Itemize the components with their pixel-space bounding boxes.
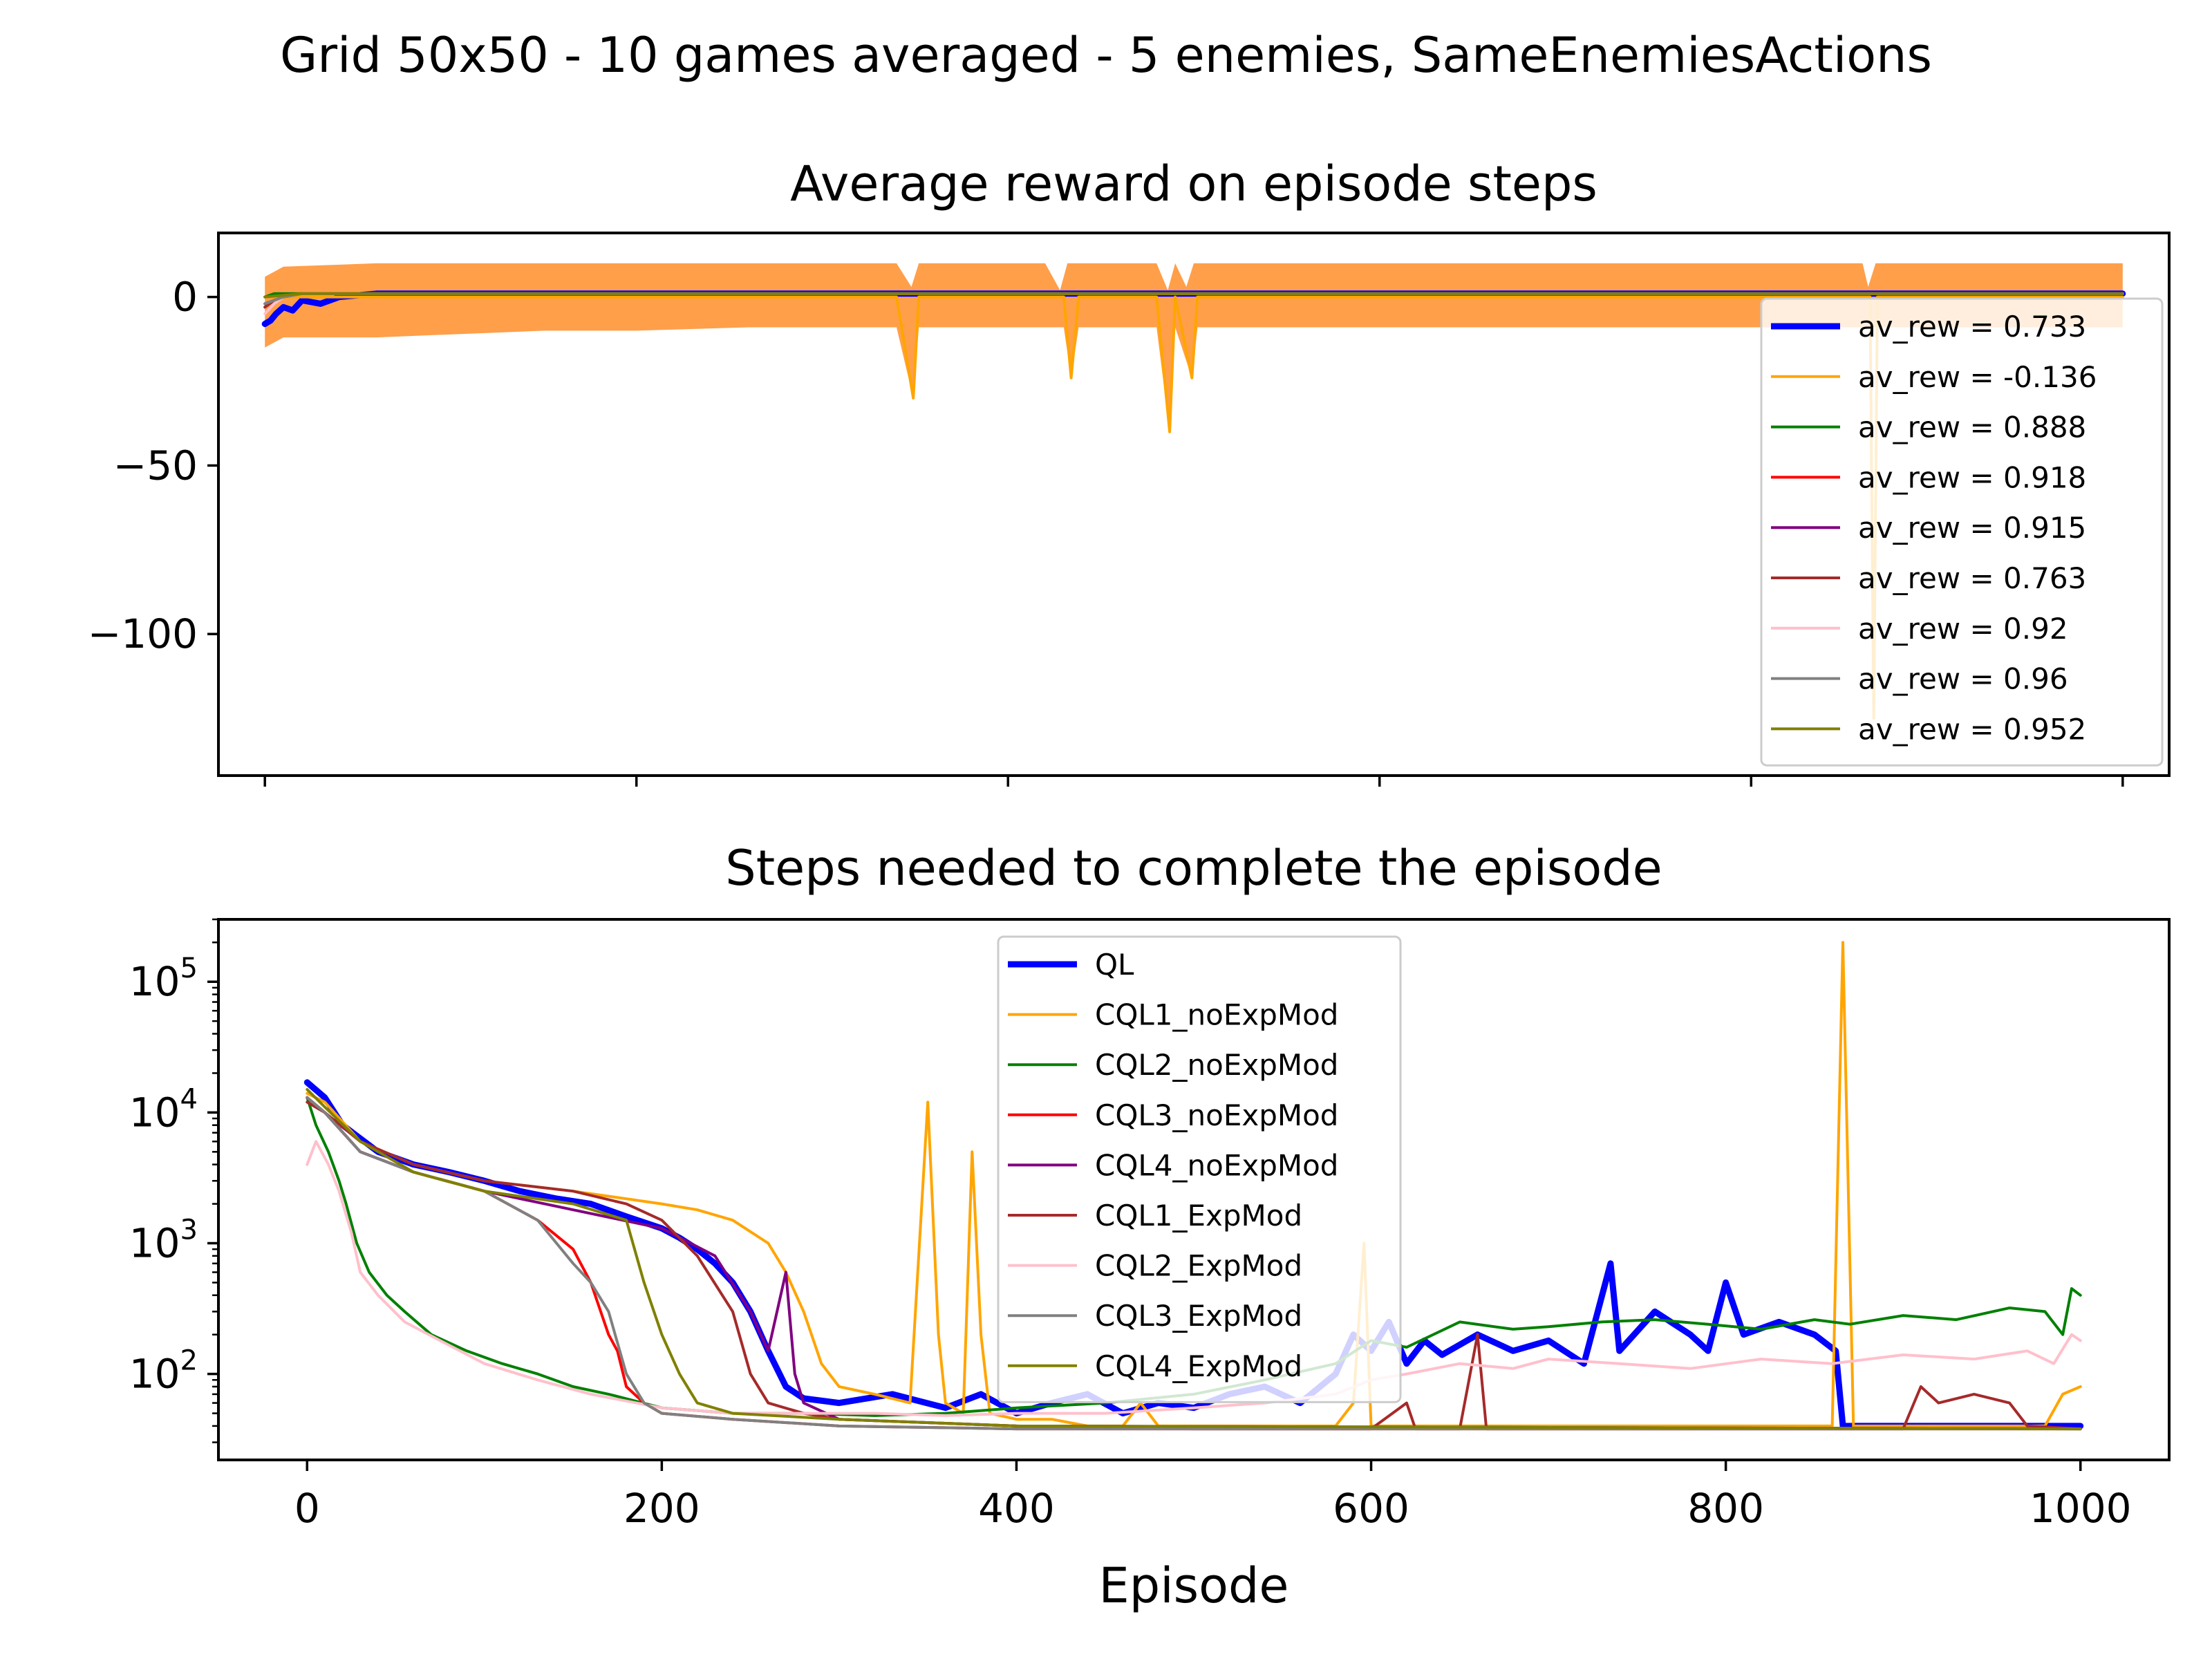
legend-entry: CQL4_noExpMod [1095,1148,1338,1182]
reward-x-ticks [263,776,2124,787]
legend-entry: CQL4_ExpMod [1095,1349,1302,1383]
x-tick-label: 600 [1333,1485,1409,1532]
reward-legend: av_rew = 0.733 av_rew = -0.136 av_rew = 0.… [1760,297,2164,767]
reward-axes-frame [217,232,2171,777]
steps-x-ticks: 0 200 400 600 800 1000 [294,1460,2132,1532]
y-tick-label: 103 [129,1215,198,1267]
reward-panel-title: Average reward on episode steps [790,156,1597,212]
legend-entry: av_rew = 0.888 [1858,411,2086,444]
y-tick-label: −50 [113,442,198,489]
y-tick-label: 0 [172,274,198,321]
y-tick-label: 102 [129,1345,198,1398]
steps-legend: QL CQL1_noExpMod CQL2_noExpMod CQL3_noExpMo… [997,935,1402,1403]
steps-x-axis-label: Episode [1099,1557,1289,1614]
legend-entry: CQL3_noExpMod [1095,1098,1338,1132]
steps-series-line-7 [306,1096,2082,1431]
legend-entry: CQL1_ExpMod [1095,1199,1302,1232]
x-tick-label: 0 [294,1485,320,1532]
y-tick-label: 104 [129,1083,198,1136]
legend-box [1760,297,2164,767]
legend-entry: CQL2_noExpMod [1095,1048,1338,1082]
y-tick-label: −100 [88,610,198,657]
legend-entry: CQL3_ExpMod [1095,1299,1302,1333]
steps-axes-frame [217,918,2171,1461]
x-tick-label: 800 [1687,1485,1764,1532]
steps-y-ticks: 102 103 104 105 [129,918,218,1443]
legend-box [997,935,1402,1403]
figure-suptitle: Grid 50x50 - 10 games averaged - 5 enemi… [280,27,1932,84]
reward-plot-area [261,263,2126,720]
reward-series-line-8 [263,292,2124,299]
steps-series-line-1 [306,941,2082,1427]
y-tick-label: 105 [129,953,198,1005]
legend-entry: av_rew = 0.918 [1858,460,2086,494]
steps-panel-title: Steps needed to complete the episode [725,840,1662,897]
legend-entry: av_rew = 0.96 [1858,662,2068,696]
legend-entry: av_rew = 0.733 [1858,310,2086,344]
legend-entry: CQL1_noExpMod [1095,998,1338,1032]
legend-entry: av_rew = 0.763 [1858,561,2086,595]
legend-entry: av_rew = 0.952 [1858,712,2086,746]
legend-entry: av_rew = 0.915 [1858,511,2086,545]
steps-panel: Steps needed to complete the episode 102… [129,840,2171,1614]
steps-series-line-8 [306,1088,2082,1431]
legend-entry: CQL2_ExpMod [1095,1249,1302,1283]
reward-panel: Average reward on episode steps 0 −50 −100… [88,156,2171,787]
legend-entry: QL [1095,948,1134,982]
x-tick-label: 400 [978,1485,1055,1532]
legend-entry: av_rew = -0.136 [1858,360,2097,394]
x-tick-label: 200 [624,1485,700,1532]
reward-y-ticks: 0 −50 −100 [88,274,218,657]
steps-series-line-6 [306,1140,2082,1417]
legend-entry: av_rew = 0.92 [1858,612,2068,646]
x-tick-label: 1000 [2030,1485,2132,1532]
